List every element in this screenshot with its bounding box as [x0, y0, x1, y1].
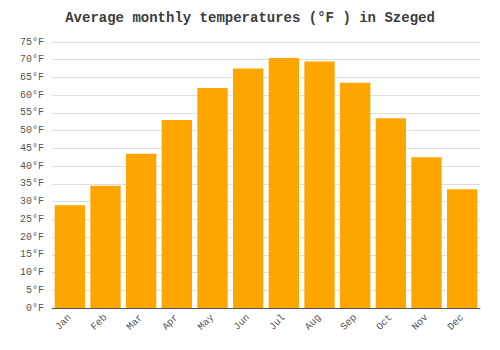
svg-text:60°F: 60°F: [20, 90, 44, 101]
svg-text:Nov: Nov: [410, 312, 430, 332]
svg-text:Feb: Feb: [89, 312, 109, 332]
svg-text:Sep: Sep: [339, 312, 359, 332]
svg-text:20°F: 20°F: [20, 232, 44, 243]
svg-text:0°F: 0°F: [26, 303, 44, 314]
svg-text:35°F: 35°F: [20, 178, 44, 189]
svg-text:Apr: Apr: [160, 312, 180, 332]
svg-text:Average monthly temperatures (: Average monthly temperatures (°F ) in Sz…: [65, 10, 435, 26]
svg-text:15°F: 15°F: [20, 249, 44, 260]
svg-text:May: May: [196, 312, 216, 332]
svg-text:Jun: Jun: [232, 312, 252, 332]
svg-text:Jan: Jan: [53, 312, 73, 332]
svg-text:55°F: 55°F: [20, 107, 44, 118]
svg-text:Jul: Jul: [267, 312, 287, 332]
svg-text:25°F: 25°F: [20, 214, 44, 225]
svg-text:Mar: Mar: [125, 312, 145, 332]
svg-text:30°F: 30°F: [20, 196, 44, 207]
svg-text:40°F: 40°F: [20, 161, 44, 172]
svg-text:70°F: 70°F: [20, 54, 44, 65]
svg-text:Dec: Dec: [446, 312, 466, 332]
svg-text:45°F: 45°F: [20, 143, 44, 154]
svg-text:Oct: Oct: [374, 312, 394, 332]
svg-text:5°F: 5°F: [26, 285, 44, 296]
svg-text:65°F: 65°F: [20, 72, 44, 83]
svg-text:50°F: 50°F: [20, 125, 44, 136]
svg-text:Aug: Aug: [303, 312, 323, 332]
svg-text:10°F: 10°F: [20, 267, 44, 278]
svg-text:75°F: 75°F: [20, 37, 44, 48]
